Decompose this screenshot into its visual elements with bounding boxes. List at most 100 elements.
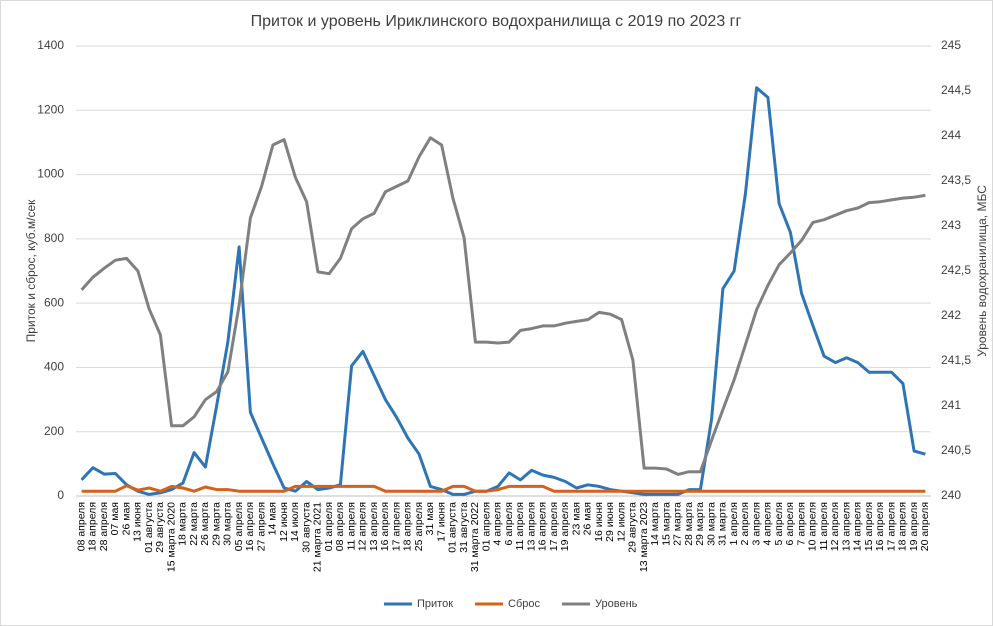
x-tick-label: 25 апреля bbox=[413, 502, 425, 551]
y-tick-label: 0 bbox=[57, 488, 64, 502]
x-tick-label: 31 августа bbox=[458, 502, 470, 553]
y2-tick-label: 244,5 bbox=[941, 83, 971, 97]
x-tick-label: 08 апреля bbox=[75, 502, 87, 551]
y2-tick-label: 242,5 bbox=[941, 263, 971, 277]
x-tick-label: 5 апреля bbox=[773, 502, 785, 545]
legend-label: Приток bbox=[417, 598, 453, 610]
x-tick-label: 19 апреля bbox=[908, 502, 920, 551]
y2-tick-label: 243 bbox=[941, 218, 961, 232]
x-tick-label: 11 апреля bbox=[345, 502, 357, 551]
x-tick-label: 16 апреля bbox=[379, 502, 391, 551]
chart-title: Приток и уровень Ириклинского водохранил… bbox=[251, 13, 742, 30]
x-tick-label: 01 августа bbox=[143, 502, 155, 553]
y2-tick-label: 242 bbox=[941, 308, 961, 322]
x-tick-label: 12 июля bbox=[615, 502, 627, 542]
x-tick-label: 16 апреля bbox=[537, 502, 549, 551]
y2-tick-label: 243,5 bbox=[941, 173, 971, 187]
y-tick-label: 1400 bbox=[37, 38, 64, 52]
x-tick-label: 4 апреля bbox=[762, 502, 774, 545]
x-tick-label: 18 марта bbox=[177, 502, 189, 546]
x-tick-label: 12 апреля bbox=[829, 502, 841, 551]
x-tick-label: 21 марта 2021 bbox=[312, 502, 324, 572]
x-tick-label: 29 марта bbox=[210, 502, 222, 546]
x-tick-label: 29 марта bbox=[694, 502, 706, 546]
x-tick-label: 31 мая bbox=[424, 502, 436, 535]
y2-tick-label: 240 bbox=[941, 488, 961, 502]
y2-tick-label: 241 bbox=[941, 398, 961, 412]
x-tick-label: 29 августа bbox=[627, 502, 639, 553]
x-tick-label: 31 марта bbox=[717, 502, 729, 546]
x-tick-label: 14 мая bbox=[267, 502, 279, 535]
x-tick-label: 17 апреля bbox=[390, 502, 402, 551]
y-tick-label: 400 bbox=[44, 360, 64, 374]
x-tick-label: 01 августа bbox=[447, 502, 459, 553]
x-tick-label: 17 апреля bbox=[548, 502, 560, 551]
series-line bbox=[80, 136, 926, 476]
x-tick-label: 22 марта bbox=[188, 502, 200, 546]
y-axis-label: Приток и сброс, куб.м/сек bbox=[24, 199, 38, 343]
x-tick-label: 13 апреля bbox=[368, 502, 380, 551]
x-tick-label: 05 апреля bbox=[233, 502, 245, 551]
x-tick-label: 11 апреля bbox=[514, 502, 526, 551]
legend-label: Сброс bbox=[508, 598, 540, 610]
x-tick-label: 17 июня bbox=[435, 502, 447, 542]
x-tick-label: 13 марта 2023 bbox=[638, 502, 650, 572]
x-tick-label: 07 мая bbox=[109, 502, 121, 535]
x-tick-label: 27 марта bbox=[672, 502, 684, 546]
y2-tick-label: 241,5 bbox=[941, 353, 971, 367]
y2-tick-label: 244 bbox=[941, 128, 961, 142]
x-tick-label: 14 марта bbox=[649, 502, 661, 546]
x-tick-label: 13 июня bbox=[132, 502, 144, 542]
y2-axis-label: Уровень водохранилища, МБС bbox=[975, 185, 989, 357]
x-tick-label: 12 апреля bbox=[357, 502, 369, 551]
x-tick-label: 1 апреля bbox=[728, 502, 740, 545]
x-tick-label: 15 марта bbox=[660, 502, 672, 546]
x-tick-label: 16 июня bbox=[593, 502, 605, 542]
x-tick-label: 4 апреля bbox=[492, 502, 504, 545]
series-line bbox=[80, 86, 926, 496]
x-tick-label: 11 апреля bbox=[818, 502, 830, 551]
x-tick-label: 18 апреля bbox=[402, 502, 414, 551]
x-tick-label: 19 апреля bbox=[559, 502, 571, 551]
x-tick-label: 6 апреля bbox=[784, 502, 796, 545]
x-tick-label: 2 апреля bbox=[739, 502, 751, 545]
x-tick-label: 15 марта 2020 bbox=[165, 502, 177, 572]
x-tick-label: 29 июня bbox=[604, 502, 616, 542]
x-tick-label: 08 апреля bbox=[334, 502, 346, 551]
x-tick-label: 16 апреля bbox=[244, 502, 256, 551]
x-tick-label: 10 апреля bbox=[807, 502, 819, 551]
x-tick-label: 26 мая bbox=[582, 502, 594, 535]
x-tick-label: 13 апреля bbox=[840, 502, 852, 551]
x-tick-label: 26 мая bbox=[120, 502, 132, 535]
x-tick-label: 17 апреля bbox=[885, 502, 897, 551]
x-tick-label: 30 марта bbox=[222, 502, 234, 546]
x-tick-label: 7 апреля bbox=[795, 502, 807, 545]
x-tick-label: 29 августа bbox=[154, 502, 166, 553]
y2-tick-label: 240,5 bbox=[941, 443, 971, 457]
x-tick-label: 23 мая bbox=[570, 502, 582, 535]
y-tick-label: 600 bbox=[44, 295, 64, 309]
x-tick-label: 01 апреля bbox=[480, 502, 492, 551]
y-tick-label: 1000 bbox=[37, 167, 64, 181]
x-tick-label: 3 апреля bbox=[750, 502, 762, 545]
y-tick-label: 800 bbox=[44, 231, 64, 245]
x-tick-label: 13 апреля bbox=[525, 502, 537, 551]
x-tick-label: 12 июня bbox=[278, 502, 290, 542]
legend-label: Уровень bbox=[595, 598, 638, 610]
x-tick-label: 31 марта 2022 bbox=[469, 502, 481, 572]
x-tick-label: 01 апреля bbox=[323, 502, 335, 551]
x-tick-label: 18 апреля bbox=[897, 502, 909, 551]
x-tick-label: 16 апреля bbox=[874, 502, 886, 551]
y-tick-label: 200 bbox=[44, 424, 64, 438]
x-tick-label: 26 марта bbox=[199, 502, 211, 546]
x-tick-label: 28 апреля bbox=[98, 502, 110, 551]
x-tick-label: 14 июля bbox=[289, 502, 301, 542]
x-tick-label: 20 апреля bbox=[919, 502, 931, 551]
x-tick-label: 30 марта bbox=[705, 502, 717, 546]
series-line bbox=[81, 484, 926, 493]
y-tick-label: 1200 bbox=[37, 102, 64, 116]
x-tick-label: 15 апреля bbox=[863, 502, 875, 551]
x-tick-label: 14 апреля bbox=[852, 502, 864, 551]
x-tick-label: 27 апреля bbox=[255, 502, 267, 551]
